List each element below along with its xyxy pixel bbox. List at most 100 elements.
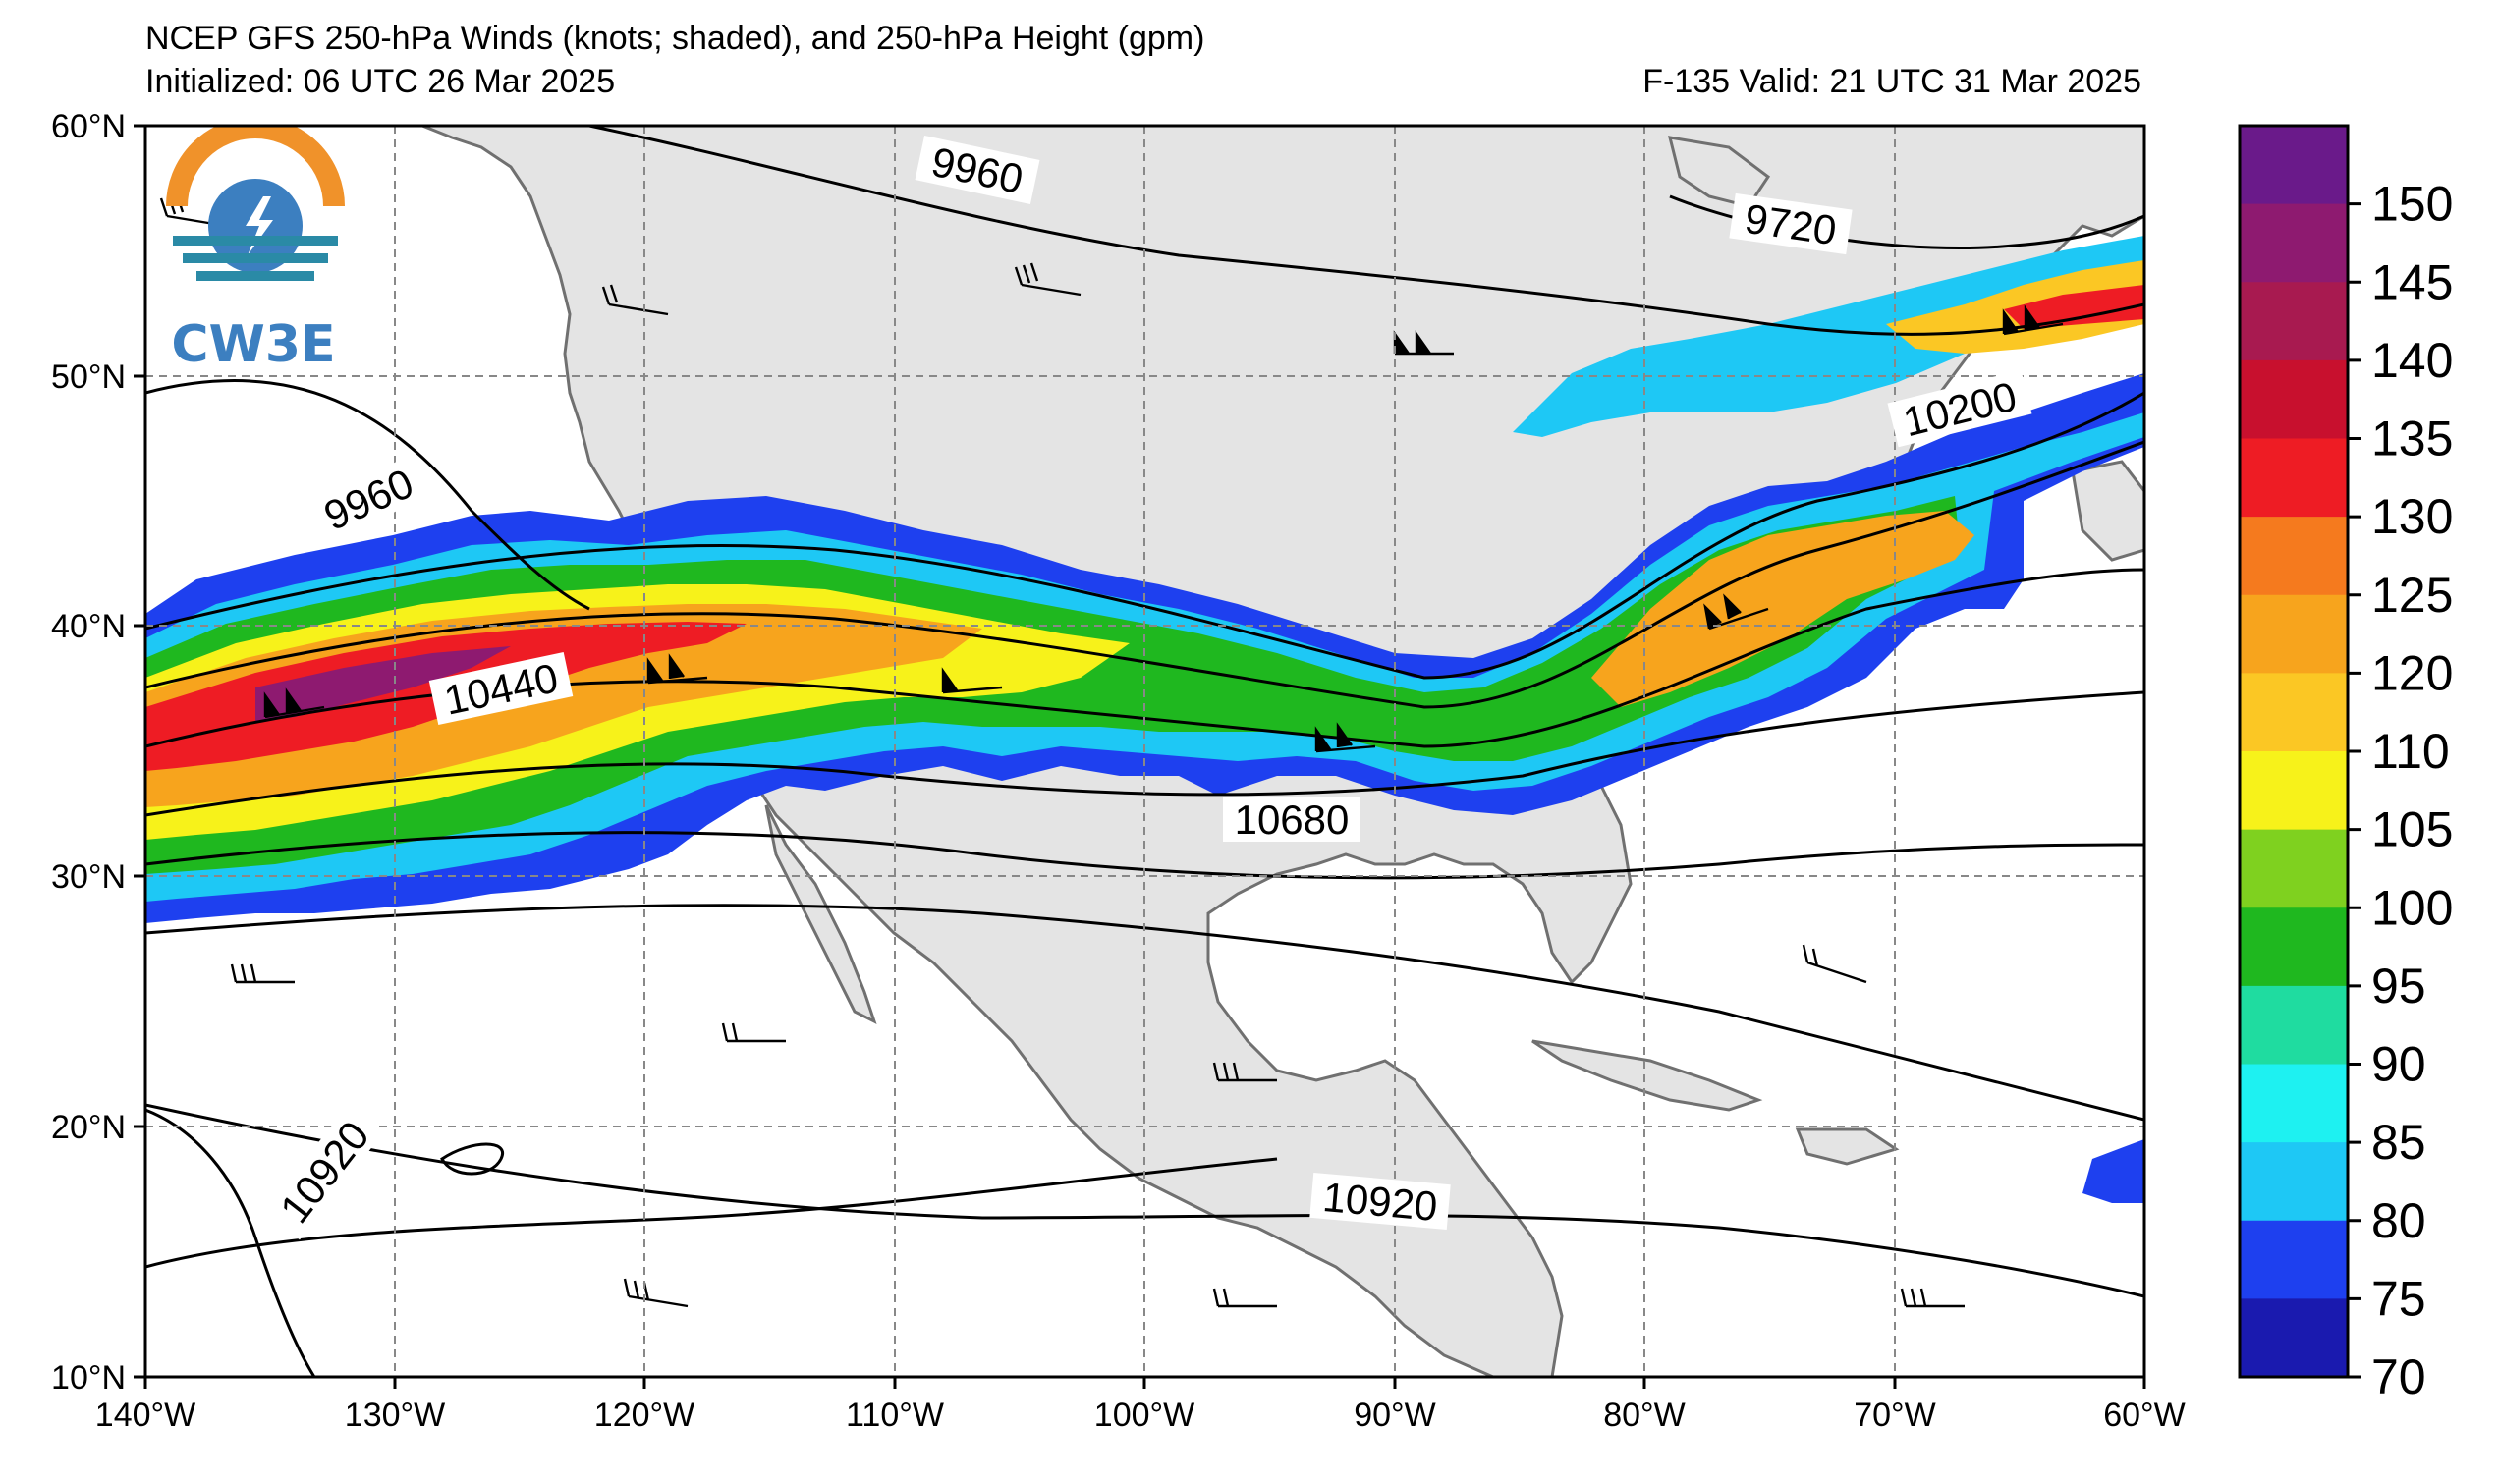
colorbar-segment — [2240, 907, 2348, 987]
contour-line — [145, 690, 2144, 817]
colorbar-segment — [2240, 829, 2348, 908]
wind-barb — [1212, 1288, 1277, 1308]
colorbar-tick-label: 75 — [2371, 1271, 2426, 1326]
baja-peninsula — [764, 804, 877, 1024]
contour-label-bg — [1729, 192, 1853, 255]
wind-barb — [623, 1278, 689, 1308]
wind-barb — [721, 1022, 786, 1043]
lon-label: 130°W — [345, 1397, 445, 1434]
jet-band-north-135kt — [2004, 285, 2144, 329]
cw3e-logo: CW3E — [166, 126, 345, 374]
contour-line — [145, 440, 2144, 709]
colorbar-tick-label: 150 — [2371, 177, 2453, 232]
lon-label: 60°W — [2103, 1397, 2186, 1434]
colorbar-tick-label: 135 — [2371, 412, 2453, 467]
map-body: 9960 9720 9960 10200 10440 10680 10920 1… — [145, 126, 2144, 1377]
contour-label-bg — [428, 651, 574, 726]
wind-barbs — [159, 193, 2064, 1308]
lat-label: 30°N — [51, 858, 126, 896]
wind-barb — [646, 653, 708, 685]
colorbar-segment — [2240, 203, 2348, 283]
colorbar-segment — [2240, 594, 2348, 674]
initialized-time: Initialized: 06 UTC 26 Mar 2025 — [145, 63, 616, 100]
colorbar-labels: 150 145 140 135 130 125 120 110 105 100 95 90 85 80 75… — [2348, 177, 2453, 1404]
wind-barb — [263, 687, 325, 719]
wind-barb — [1900, 1288, 1965, 1308]
colorbar-tick-label: 100 — [2371, 880, 2453, 935]
colorbar-tick-label: 80 — [2371, 1193, 2426, 1248]
colorbar-segment — [2240, 1064, 2348, 1143]
logo-wave — [196, 271, 314, 281]
logo-wave — [173, 236, 338, 246]
lat-label: 10°N — [51, 1359, 126, 1397]
map-title: NCEP GFS 250-hPa Winds (knots; shaded), … — [145, 20, 1205, 57]
contour-label-bg — [1223, 797, 1360, 842]
colorbar — [2240, 126, 2348, 1378]
lon-label: 100°W — [1094, 1397, 1194, 1434]
caribbean-speed-patch — [2082, 1139, 2144, 1203]
contour-label-bg — [1887, 369, 2032, 448]
colorbar-tick-label: 145 — [2371, 254, 2453, 309]
axis-ticks — [134, 124, 2146, 1389]
colorbar-segment — [2240, 359, 2348, 439]
colorbar-tick-label: 105 — [2371, 802, 2453, 857]
lon-label: 70°W — [1854, 1397, 1936, 1434]
contour-label: 10680 — [1235, 797, 1350, 843]
colorbar-tick-label: 140 — [2371, 333, 2453, 388]
colorbar-tick-label: 125 — [2371, 568, 2453, 623]
lon-label: 120°W — [594, 1397, 694, 1434]
contour-label-bg — [263, 1103, 385, 1240]
colorbar-segment — [2240, 517, 2348, 596]
colorbar-segment — [2240, 751, 2348, 831]
lon-label: 80°W — [1603, 1397, 1686, 1434]
contour-line — [145, 831, 2144, 880]
colorbar-tick-label: 130 — [2371, 489, 2453, 544]
lat-label: 50°N — [51, 358, 126, 396]
wind-barb — [1314, 722, 1376, 753]
contour-line — [145, 1108, 316, 1377]
logo-bolt-icon — [246, 196, 273, 255]
logo-wave — [183, 253, 328, 263]
contour-label: 10920 — [1321, 1174, 1439, 1230]
colorbar-segment — [2240, 1142, 2348, 1222]
colorbar-tick-label: 70 — [2371, 1349, 2426, 1404]
wind-barb — [159, 193, 227, 228]
contour-label-bg — [305, 454, 432, 544]
jet-band-north-80kt — [1513, 236, 2144, 437]
contour-line — [588, 126, 2144, 336]
wind-barb — [2002, 304, 2064, 336]
contour-line — [145, 1103, 2144, 1298]
wind-barb — [601, 284, 669, 316]
colorbar-tick-label: 120 — [2371, 645, 2453, 700]
forecast-valid-time: F-135 Valid: 21 UTC 31 Mar 2025 — [1642, 63, 2141, 100]
colorbar-segment — [2240, 1298, 2348, 1378]
colorbar-segment — [2240, 673, 2348, 752]
longitude-labels: 140°W 130°W 120°W 110°W 100°W 90°W 80°W … — [95, 1397, 2186, 1434]
contour-label-bg — [915, 136, 1040, 204]
logo-sun-arc — [166, 126, 345, 207]
colorbar-segment — [2240, 1220, 2348, 1299]
colorbar-segment — [2240, 438, 2348, 518]
lat-label: 20°N — [51, 1109, 126, 1146]
newfoundland-island — [2071, 460, 2144, 562]
latitude-labels: 60°N 50°N 40°N 30°N 20°N 10°N — [51, 108, 126, 1397]
colorbar-segment — [2240, 282, 2348, 361]
lat-label: 40°N — [51, 608, 126, 645]
lon-label: 140°W — [95, 1397, 195, 1434]
colorbar-tick-label: 95 — [2371, 959, 2426, 1014]
contour-line — [145, 1157, 1278, 1269]
logo-text: CW3E — [171, 315, 335, 374]
colorbar-tick-label: 85 — [2371, 1115, 2426, 1170]
wind-barb — [230, 963, 295, 984]
wind-barb — [1212, 1062, 1277, 1082]
colorbar-segment — [2240, 985, 2348, 1065]
hispaniola-island — [1795, 1127, 1900, 1166]
contour-line — [145, 391, 2144, 680]
colorbar-tick-label: 90 — [2371, 1037, 2426, 1092]
contour-line — [440, 1142, 505, 1176]
contour-line — [145, 379, 590, 611]
jet-band-east-120kt — [1591, 511, 1974, 707]
wind-barb — [941, 667, 1003, 694]
colorbar-segment — [2240, 126, 2348, 205]
